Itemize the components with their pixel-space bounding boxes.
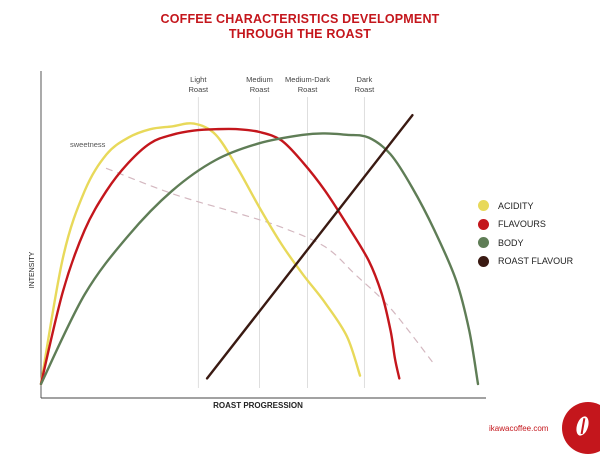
legend-item-acidity: ACIDITY: [478, 197, 573, 214]
legend-label-flavours: FLAVOURS: [498, 219, 546, 230]
legend-item-flavours: FLAVOURS: [478, 216, 573, 233]
stage-label-dark-roast: Roast: [355, 85, 376, 94]
series-line-flavours: [39, 127, 401, 386]
sweetness-annotation: sweetness: [70, 140, 106, 149]
legend-swatch-acidity: [478, 200, 489, 211]
legend-label-acidity: ACIDITY: [498, 200, 534, 211]
chart-title-line-2: THROUGH THE ROAST: [228, 27, 372, 41]
legend-label-body: BODY: [498, 237, 524, 248]
stage-label-light-roast: Roast: [189, 85, 210, 94]
chart-title-line-1: COFFEE CHARACTERISTICS DEVELOPMENT: [160, 12, 440, 26]
legend-swatch-roast-flavour: [478, 255, 489, 267]
series-line-body: [39, 132, 480, 386]
legend-label-roast-flavour: ROAST FLAVOUR: [498, 256, 574, 267]
stage-label-medium-roast: Medium: [246, 75, 273, 84]
x-axis-label: ROAST PROGRESSION: [213, 401, 303, 410]
stage-label-medium-dark-roast: Medium-Dark: [285, 75, 330, 84]
legend-swatch-flavours: [478, 218, 489, 230]
coffee-bean-icon: [562, 402, 600, 454]
y-axis-label: INTENSITY: [29, 251, 36, 288]
legend-item-roast-flavour: ROAST FLAVOUR: [478, 253, 573, 270]
legend-item-body: BODY: [478, 234, 573, 251]
chart-legend: ACIDITY FLAVOURS BODY ROAST FLAVOUR: [478, 197, 573, 271]
stage-label-dark-roast: Dark: [356, 75, 372, 84]
series-line-roast-flavour: [205, 114, 414, 380]
footer-website[interactable]: ikawacoffee.com: [489, 424, 549, 433]
stage-label-light-roast: Light: [190, 75, 207, 84]
stage-label-medium-dark-roast: Roast: [298, 85, 319, 94]
series-line-sweetness: [105, 167, 435, 365]
stage-label-medium-roast: Roast: [250, 85, 271, 94]
legend-swatch-body: [478, 237, 489, 249]
series-line-acidity: [39, 122, 362, 386]
